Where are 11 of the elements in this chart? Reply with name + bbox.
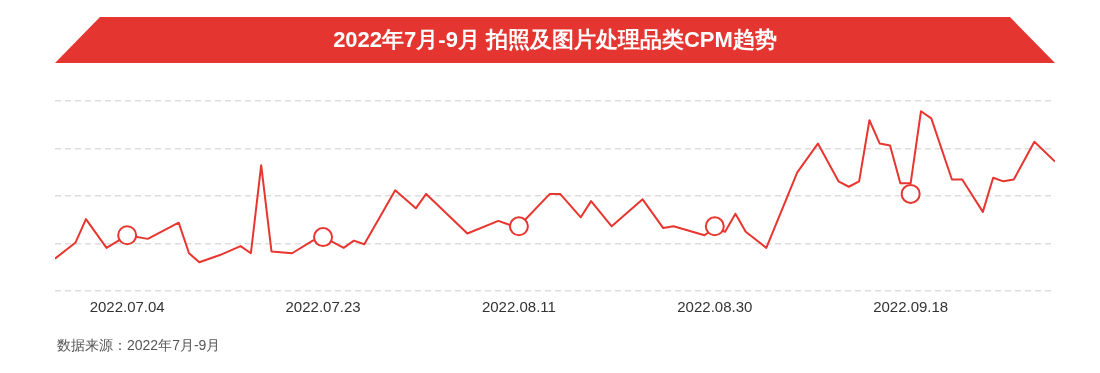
point (117, 225, 138, 246)
x-tick-label: 2022.07.04 (89, 298, 165, 316)
point (508, 216, 529, 237)
point (313, 227, 334, 248)
x-tick-label: 2022.08.30 (677, 298, 753, 316)
source-note: 数据来源：2022年7月-9月 (57, 337, 221, 355)
x-tick-label: 2022.08.11 (481, 298, 556, 316)
point (704, 216, 725, 237)
x-tick-label: 2022.07.23 (285, 298, 361, 316)
point (900, 183, 921, 204)
x-tick-label: 2022.09.18 (873, 298, 949, 316)
